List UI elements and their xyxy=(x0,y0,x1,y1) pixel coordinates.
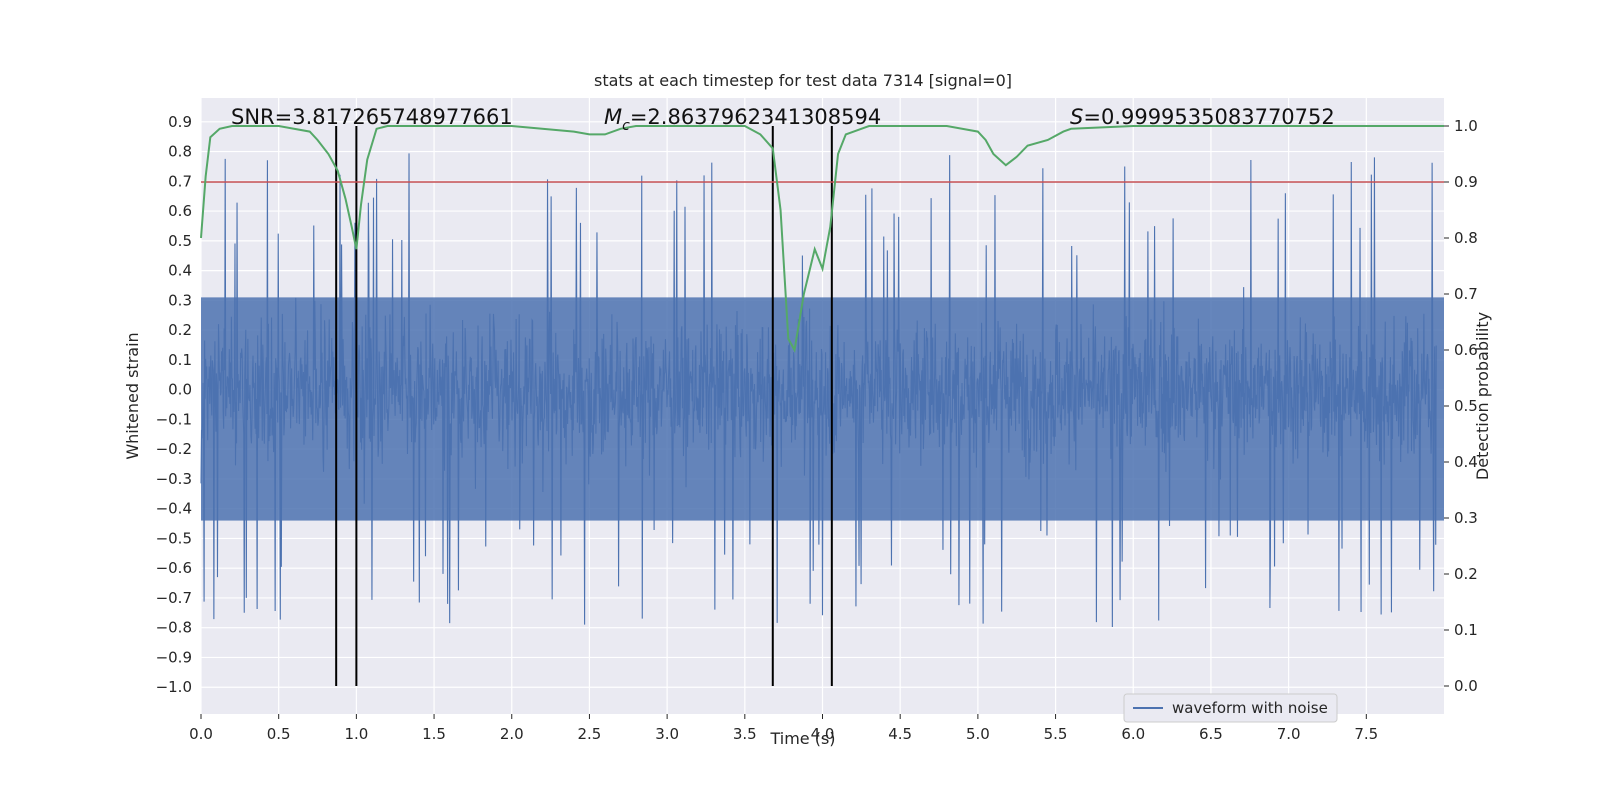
score-symbol: S xyxy=(1070,105,1083,129)
score-value: =0.9999535083770752 xyxy=(1083,105,1334,129)
x-tick-label: 4.0 xyxy=(811,725,835,743)
chirp-mass-value: =2.8637962341308594 xyxy=(630,105,881,129)
x-tick-label: 7.0 xyxy=(1277,725,1301,743)
y-left-tick-label: −1.0 xyxy=(156,678,192,696)
legend-box xyxy=(1123,693,1338,723)
y-left-tick-labels: 0.9 0.8 0.7 0.6 0.5 0.4 0.3 0.2 0.1 0.0 −0.1 −0.2 −0… xyxy=(156,113,192,696)
y-right-tick-label: 0.4 xyxy=(1454,453,1478,471)
x-tick-label: 2.5 xyxy=(578,725,602,743)
x-axis-label: Time (s) xyxy=(769,729,835,748)
y-left-tick-label: 0.6 xyxy=(168,202,192,220)
x-tick-label: 1.5 xyxy=(422,725,446,743)
event-markers xyxy=(335,126,833,686)
waveform-series xyxy=(200,153,1444,628)
x-tick-label: 1.0 xyxy=(344,725,368,743)
y-left-tick-label: −0.5 xyxy=(156,529,192,547)
y-left-tick-label: −0.6 xyxy=(156,559,192,577)
y-right-tick-label: 0.5 xyxy=(1454,397,1478,415)
y-left-tick-label: −0.7 xyxy=(156,589,192,607)
y-left-tick-label: −0.4 xyxy=(156,500,192,518)
y-left-tick-label: 0.5 xyxy=(168,232,192,250)
y-right-tick-label: 0.2 xyxy=(1454,565,1478,583)
x-tick-label: 6.0 xyxy=(1121,725,1145,743)
y-axis-label-right: Detection probability xyxy=(1473,312,1492,480)
snr-annotation: SNR=3.817265748977661 xyxy=(231,105,513,129)
x-tick-label: 0.0 xyxy=(189,725,213,743)
y-left-tick-label: 0.1 xyxy=(168,351,192,369)
y-left-tick-label: −0.2 xyxy=(156,440,192,458)
y-left-tick-label: 0.8 xyxy=(168,143,192,161)
x-tick-label: 5.5 xyxy=(1044,725,1068,743)
x-tick-label: 3.5 xyxy=(733,725,757,743)
y-left-tick-label: 0.3 xyxy=(168,291,192,309)
y-right-tick-label: 0.7 xyxy=(1454,285,1478,303)
chirp-mass-subscript: c xyxy=(622,118,630,134)
y-left-tick-label: 0.0 xyxy=(168,381,192,399)
x-tick-label: 4.5 xyxy=(888,725,912,743)
chart-title: stats at each timestep for test data 731… xyxy=(594,71,1012,90)
y-left-tick-label: −0.1 xyxy=(156,410,192,428)
y-axis-label-left: Whitened strain xyxy=(123,332,142,459)
x-tick-labels: 0.0 0.5 1.0 1.5 2.0 2.5 3.0 3.5 4.0 4.5 5.0 5.5 6.0 6… xyxy=(189,714,1378,743)
x-tick-label: 3.0 xyxy=(655,725,679,743)
x-tick-label: 5.0 xyxy=(966,725,990,743)
y-right-tick-label: 0.9 xyxy=(1454,173,1478,191)
y-right-tick-label: 0.8 xyxy=(1454,229,1478,247)
legend: waveform with noise xyxy=(1123,693,1338,723)
score-annotation: S=0.9999535083770752 xyxy=(1070,105,1335,129)
x-tick-label: 7.5 xyxy=(1354,725,1378,743)
y-right-tick-label: 0.1 xyxy=(1454,621,1478,639)
y-right-tick-labels: 1.0 0.9 0.8 0.7 0.6 0.5 0.4 0.3 0.2 0.1 0.0 xyxy=(1444,117,1478,695)
chirp-mass-annotation: Mc=2.8637962341308594 xyxy=(604,105,881,134)
y-right-tick-label: 1.0 xyxy=(1454,117,1478,135)
y-right-tick-label: 0.0 xyxy=(1454,677,1478,695)
legend-entry: waveform with noise xyxy=(1172,699,1328,717)
y-right-tick-label: 0.3 xyxy=(1454,509,1478,527)
y-left-tick-label: 0.4 xyxy=(168,262,192,280)
x-tick-label: 6.5 xyxy=(1199,725,1223,743)
y-left-tick-label: 0.9 xyxy=(168,113,192,131)
y-right-tick-label: 0.6 xyxy=(1454,341,1478,359)
y-left-tick-label: 0.2 xyxy=(168,321,192,339)
y-left-tick-label: 0.7 xyxy=(168,172,192,190)
y-left-tick-label: −0.3 xyxy=(156,470,192,488)
detection-probability-line xyxy=(200,125,1444,353)
waveform-dense-band xyxy=(201,297,1444,521)
x-tick-label: 2.0 xyxy=(500,725,524,743)
y-left-tick-label: −0.9 xyxy=(156,648,192,666)
x-tick-label: 0.5 xyxy=(267,725,291,743)
chirp-mass-symbol: M xyxy=(604,105,622,129)
y-left-tick-label: −0.8 xyxy=(156,619,192,637)
